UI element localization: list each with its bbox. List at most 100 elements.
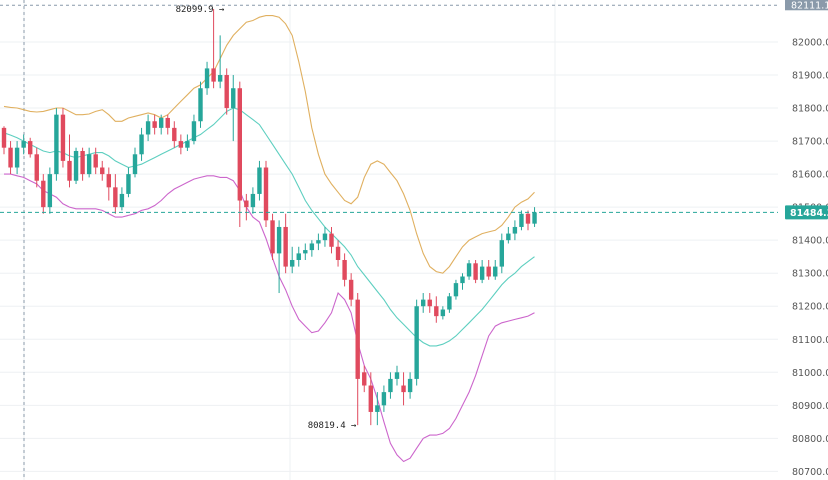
y-tick-label: 81800.0 [792,104,828,115]
candle-body [499,240,504,267]
candle [47,167,53,214]
candle-body [493,266,498,277]
candle [198,81,203,128]
candle [41,174,46,214]
candle [270,213,275,260]
candle-body [211,68,216,82]
candle-body [283,226,288,267]
candle-body [60,114,66,161]
candle [217,35,223,89]
candle-body [34,154,39,181]
candle-body [224,75,229,109]
candle-body [447,296,452,310]
candle-body [257,167,262,194]
candle-body [388,378,393,393]
candle-body [342,259,347,280]
candle-body [479,266,485,280]
candle-body [348,279,354,300]
bb-upper-line [3,15,535,274]
candle-body [152,121,157,128]
candle-body [525,213,531,224]
candle-body [93,154,98,168]
candle [499,233,504,274]
candle [276,220,282,294]
candle [165,114,170,135]
candle-body [303,250,308,254]
candle [407,372,413,399]
candle [86,147,92,178]
high-marker-label: 82099.9 → [176,5,225,15]
candle-body [453,283,459,297]
candle-body [126,174,131,194]
candle-body [394,372,400,379]
candle-body [28,141,33,155]
candle-body [335,246,341,260]
y-tick-label: 81900.0 [792,71,828,82]
candle-body [178,141,184,148]
y-tick-label: 81000.0 [792,368,828,379]
candle [237,81,242,227]
candle [54,108,59,181]
candle-body [47,174,53,208]
candle [316,233,321,251]
candle-body [54,114,59,175]
candle [479,259,485,284]
candle [231,75,236,142]
candle-body [8,147,13,168]
candle [486,259,491,280]
candle-body [217,75,223,82]
candle [303,243,308,260]
candle-body [329,233,334,247]
candle [283,213,288,274]
candle-body [440,309,446,317]
candle [532,207,537,227]
candle [185,134,190,151]
candle-body [237,88,242,201]
candle [440,306,446,320]
candle-body [159,117,164,128]
price-axis[interactable]: 82000.081900.081800.081700.081600.081500… [792,37,828,477]
candle [211,8,216,89]
low-marker-label: 80819.4 → [308,421,357,431]
candle-body [198,88,203,122]
candle [525,210,531,231]
candle [8,141,13,175]
candle [342,253,347,287]
last-price-tag: 81484.3 [785,205,828,220]
candle [172,121,177,148]
bb-middle-line [3,107,535,347]
candle-body [362,372,367,386]
candle [1,126,7,155]
candle [421,293,426,313]
candle-body [460,276,465,284]
candle [309,240,315,257]
y-tick-label: 82000.0 [792,37,828,48]
top-price-tag-bg [785,0,828,11]
last-price-tag-text: 81484.3 [790,208,828,219]
candle-body [263,167,269,221]
candle-body [244,200,249,208]
candle [126,167,131,198]
y-tick-label: 81200.0 [792,302,828,313]
candle [355,293,360,426]
candle-body [86,154,92,175]
candle [139,127,144,161]
candle [244,193,249,221]
candle [388,372,393,399]
candle-body [132,154,138,175]
candle-body [309,243,315,251]
candle [60,108,66,168]
candle-body [172,127,177,142]
top-price-tag: 82111.1 [785,0,828,11]
candle-body [466,263,472,277]
candle-body [139,134,144,155]
candle-body [427,299,432,307]
candle [145,114,151,142]
candle [178,134,184,155]
candle [394,365,400,386]
candle-body [421,299,426,307]
y-tick-label: 81100.0 [792,335,828,346]
candle [296,246,301,267]
candle [434,296,439,323]
